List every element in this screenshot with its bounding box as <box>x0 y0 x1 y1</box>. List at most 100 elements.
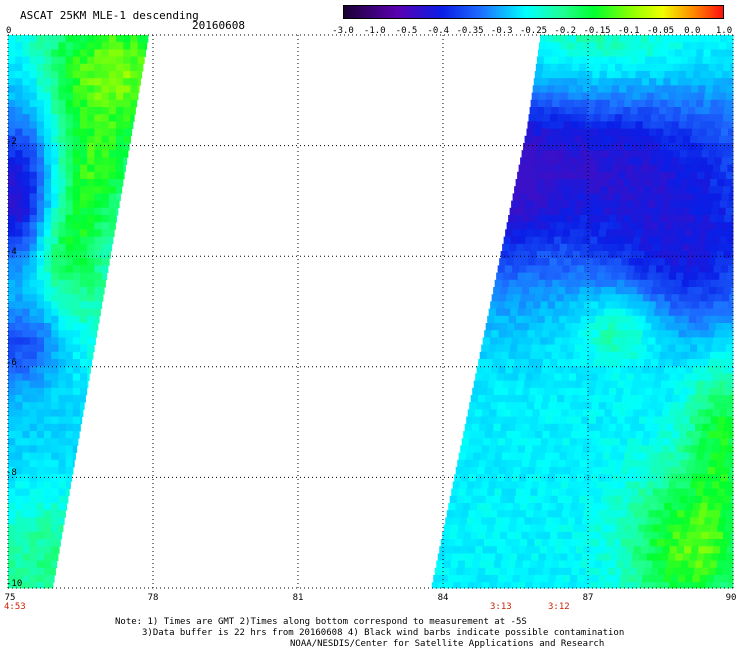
wind-cell <box>22 92 30 101</box>
wind-cell <box>108 171 117 180</box>
wind-cell <box>509 243 517 252</box>
wind-cell <box>606 467 615 475</box>
wind-cell <box>527 121 536 129</box>
wind-cell <box>130 121 134 129</box>
wind-cell <box>516 279 524 288</box>
wind-cell <box>15 135 23 144</box>
wind-cell <box>22 409 30 417</box>
wind-cell <box>597 445 605 453</box>
wind-cell <box>130 107 136 115</box>
wind-cell <box>116 186 123 194</box>
wind-cell <box>65 301 74 309</box>
wind-cell <box>470 395 479 403</box>
wind-cell <box>681 279 690 288</box>
wind-cell <box>710 99 719 108</box>
wind-cell <box>519 193 528 201</box>
wind-cell <box>80 359 88 367</box>
wind-cell <box>558 107 566 115</box>
wind-cell <box>44 265 52 273</box>
wind-cell <box>468 474 477 482</box>
wind-cell <box>620 402 628 410</box>
wind-cell <box>570 294 579 302</box>
wind-cell <box>700 503 708 511</box>
wind-cell <box>552 279 560 288</box>
wind-cell <box>556 431 565 439</box>
wind-cell <box>605 474 614 482</box>
wind-cell <box>524 517 533 525</box>
wind-cell <box>130 42 138 50</box>
wind-cell <box>609 351 617 360</box>
wind-cell <box>15 503 23 511</box>
wind-cell <box>682 344 691 353</box>
wind-cell <box>712 236 721 245</box>
wind-cell <box>526 128 535 137</box>
wind-cell <box>535 359 544 367</box>
wind-cell <box>611 236 620 245</box>
wind-cell <box>116 207 119 216</box>
wind-cell <box>608 323 616 331</box>
wind-cell <box>542 186 551 194</box>
wind-cell <box>656 438 664 446</box>
wind-cell <box>87 330 95 338</box>
wind-cell <box>694 150 702 158</box>
wind-cell <box>657 567 666 576</box>
wind-cell <box>504 301 513 309</box>
wind-cell <box>618 445 627 453</box>
wind-cell <box>713 474 722 482</box>
wind-cell <box>36 222 45 230</box>
wind-cell <box>730 531 734 540</box>
wind-cell <box>669 164 678 173</box>
wind-cell <box>590 35 598 43</box>
wind-cell <box>634 474 642 482</box>
wind-cell <box>616 315 625 324</box>
wind-cell <box>492 359 501 367</box>
wind-cell <box>695 351 704 360</box>
wind-cell <box>631 49 640 57</box>
wind-cell <box>491 330 499 338</box>
wind-cell <box>101 287 105 295</box>
wind-cell <box>527 431 536 439</box>
wind-cell <box>454 575 463 583</box>
wind-cell <box>508 351 517 360</box>
wind-cell <box>87 200 95 209</box>
wind-cell <box>51 366 59 374</box>
wind-cell <box>503 445 512 453</box>
wind-cell <box>509 553 518 561</box>
wind-cell <box>528 495 537 504</box>
wind-cell <box>583 474 592 482</box>
wind-cell <box>541 193 550 201</box>
wind-cell <box>628 157 636 165</box>
wind-cell <box>44 171 52 180</box>
wind-cell <box>696 452 704 461</box>
wind-cell <box>621 567 630 576</box>
wind-cell <box>708 323 717 331</box>
wind-cell <box>567 517 576 525</box>
wind-cell <box>58 56 66 65</box>
wind-cell <box>22 380 30 389</box>
wind-cell <box>51 344 59 353</box>
wind-cell <box>670 78 679 86</box>
wind-cell <box>691 337 700 345</box>
wind-cell <box>705 236 713 245</box>
wind-cell <box>646 517 655 525</box>
wind-cell <box>607 258 615 266</box>
wind-cell <box>534 467 543 475</box>
wind-cell <box>87 128 95 137</box>
wind-cell <box>715 395 724 403</box>
wind-cell <box>94 179 102 187</box>
wind-cell <box>553 171 561 180</box>
wind-cell <box>513 395 522 403</box>
wind-cell <box>15 128 23 137</box>
wind-cell <box>589 517 597 525</box>
wind-cell <box>558 179 567 187</box>
wind-cell <box>587 143 596 151</box>
wind-cell <box>721 366 730 374</box>
wind-cell <box>22 323 30 331</box>
wind-cell <box>87 114 95 122</box>
wind-cell <box>636 186 645 194</box>
wind-cell <box>664 503 672 511</box>
wind-cell <box>597 164 606 173</box>
wind-cell <box>80 395 86 403</box>
wind-cell <box>687 495 695 504</box>
wind-cell <box>657 431 666 439</box>
